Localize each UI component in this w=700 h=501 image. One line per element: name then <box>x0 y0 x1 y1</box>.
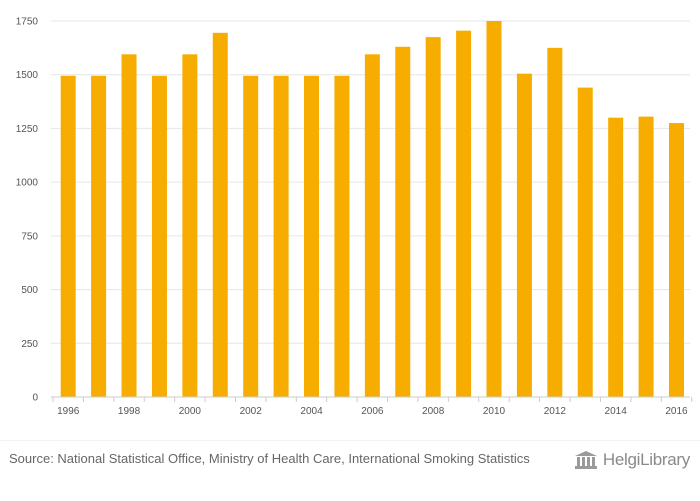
bar-2005 <box>334 75 350 397</box>
bar-2002 <box>243 75 259 397</box>
x-tick-label: 2000 <box>179 406 202 417</box>
x-tick-label: 2016 <box>665 406 688 417</box>
y-tick-label: 0 <box>32 393 38 404</box>
x-tick-label: 1998 <box>118 406 141 417</box>
bar-2012 <box>547 47 563 397</box>
y-axis-ticks: 0 250 500 750 1000 1250 1500 1750 <box>16 17 39 404</box>
brand-name: HelgiLibrary <box>602 450 690 469</box>
bars <box>60 21 684 398</box>
bar-2014 <box>608 117 624 397</box>
y-tick-label: 1000 <box>16 178 39 189</box>
x-tick-label: 1996 <box>57 406 80 417</box>
bar-chart: 0 250 500 750 1000 1250 1500 1750 1996 1998 2000 2… <box>16 17 693 417</box>
chart-footer: Source: National Statistical Office, Min… <box>0 440 700 501</box>
y-tick-label: 500 <box>21 285 38 296</box>
x-tick-label: 2008 <box>422 406 445 417</box>
x-tick-label: 2006 <box>361 406 384 417</box>
bar-2008 <box>425 37 441 397</box>
y-tick-label: 750 <box>21 231 38 242</box>
x-tick-label: 2010 <box>483 406 506 417</box>
library-building-icon <box>574 451 597 469</box>
bar-1999 <box>151 75 167 397</box>
bar-2004 <box>304 75 320 397</box>
y-tick-label: 1250 <box>16 124 39 135</box>
bar-2015 <box>638 116 654 398</box>
bar-2001 <box>212 32 228 398</box>
bar-2003 <box>273 75 289 397</box>
brand-logo[interactable]: HelgiLibrary <box>574 450 690 470</box>
bar-1996 <box>60 75 76 397</box>
x-tick-label: 2004 <box>300 406 323 417</box>
bar-2006 <box>364 54 380 397</box>
y-tick-label: 1750 <box>16 17 39 28</box>
source-note: Source: National Statistical Office, Min… <box>9 451 530 466</box>
bar-1998 <box>121 54 137 397</box>
x-tick-label: 2014 <box>605 406 628 417</box>
bar-2007 <box>395 46 411 397</box>
bar-2009 <box>456 30 472 397</box>
y-tick-label: 1500 <box>16 70 39 81</box>
bar-2011 <box>516 73 532 397</box>
x-tick-label: 2012 <box>544 406 567 417</box>
x-axis-ticks: 1996 1998 2000 2002 2004 2006 2008 2010 2012 2014… <box>52 397 693 417</box>
x-tick-label: 2002 <box>240 406 263 417</box>
y-tick-label: 250 <box>21 339 38 350</box>
bar-2016 <box>668 123 684 398</box>
bar-2010 <box>486 21 502 397</box>
bar-2000 <box>182 54 198 397</box>
bar-2013 <box>577 87 593 397</box>
bar-1997 <box>91 75 107 397</box>
